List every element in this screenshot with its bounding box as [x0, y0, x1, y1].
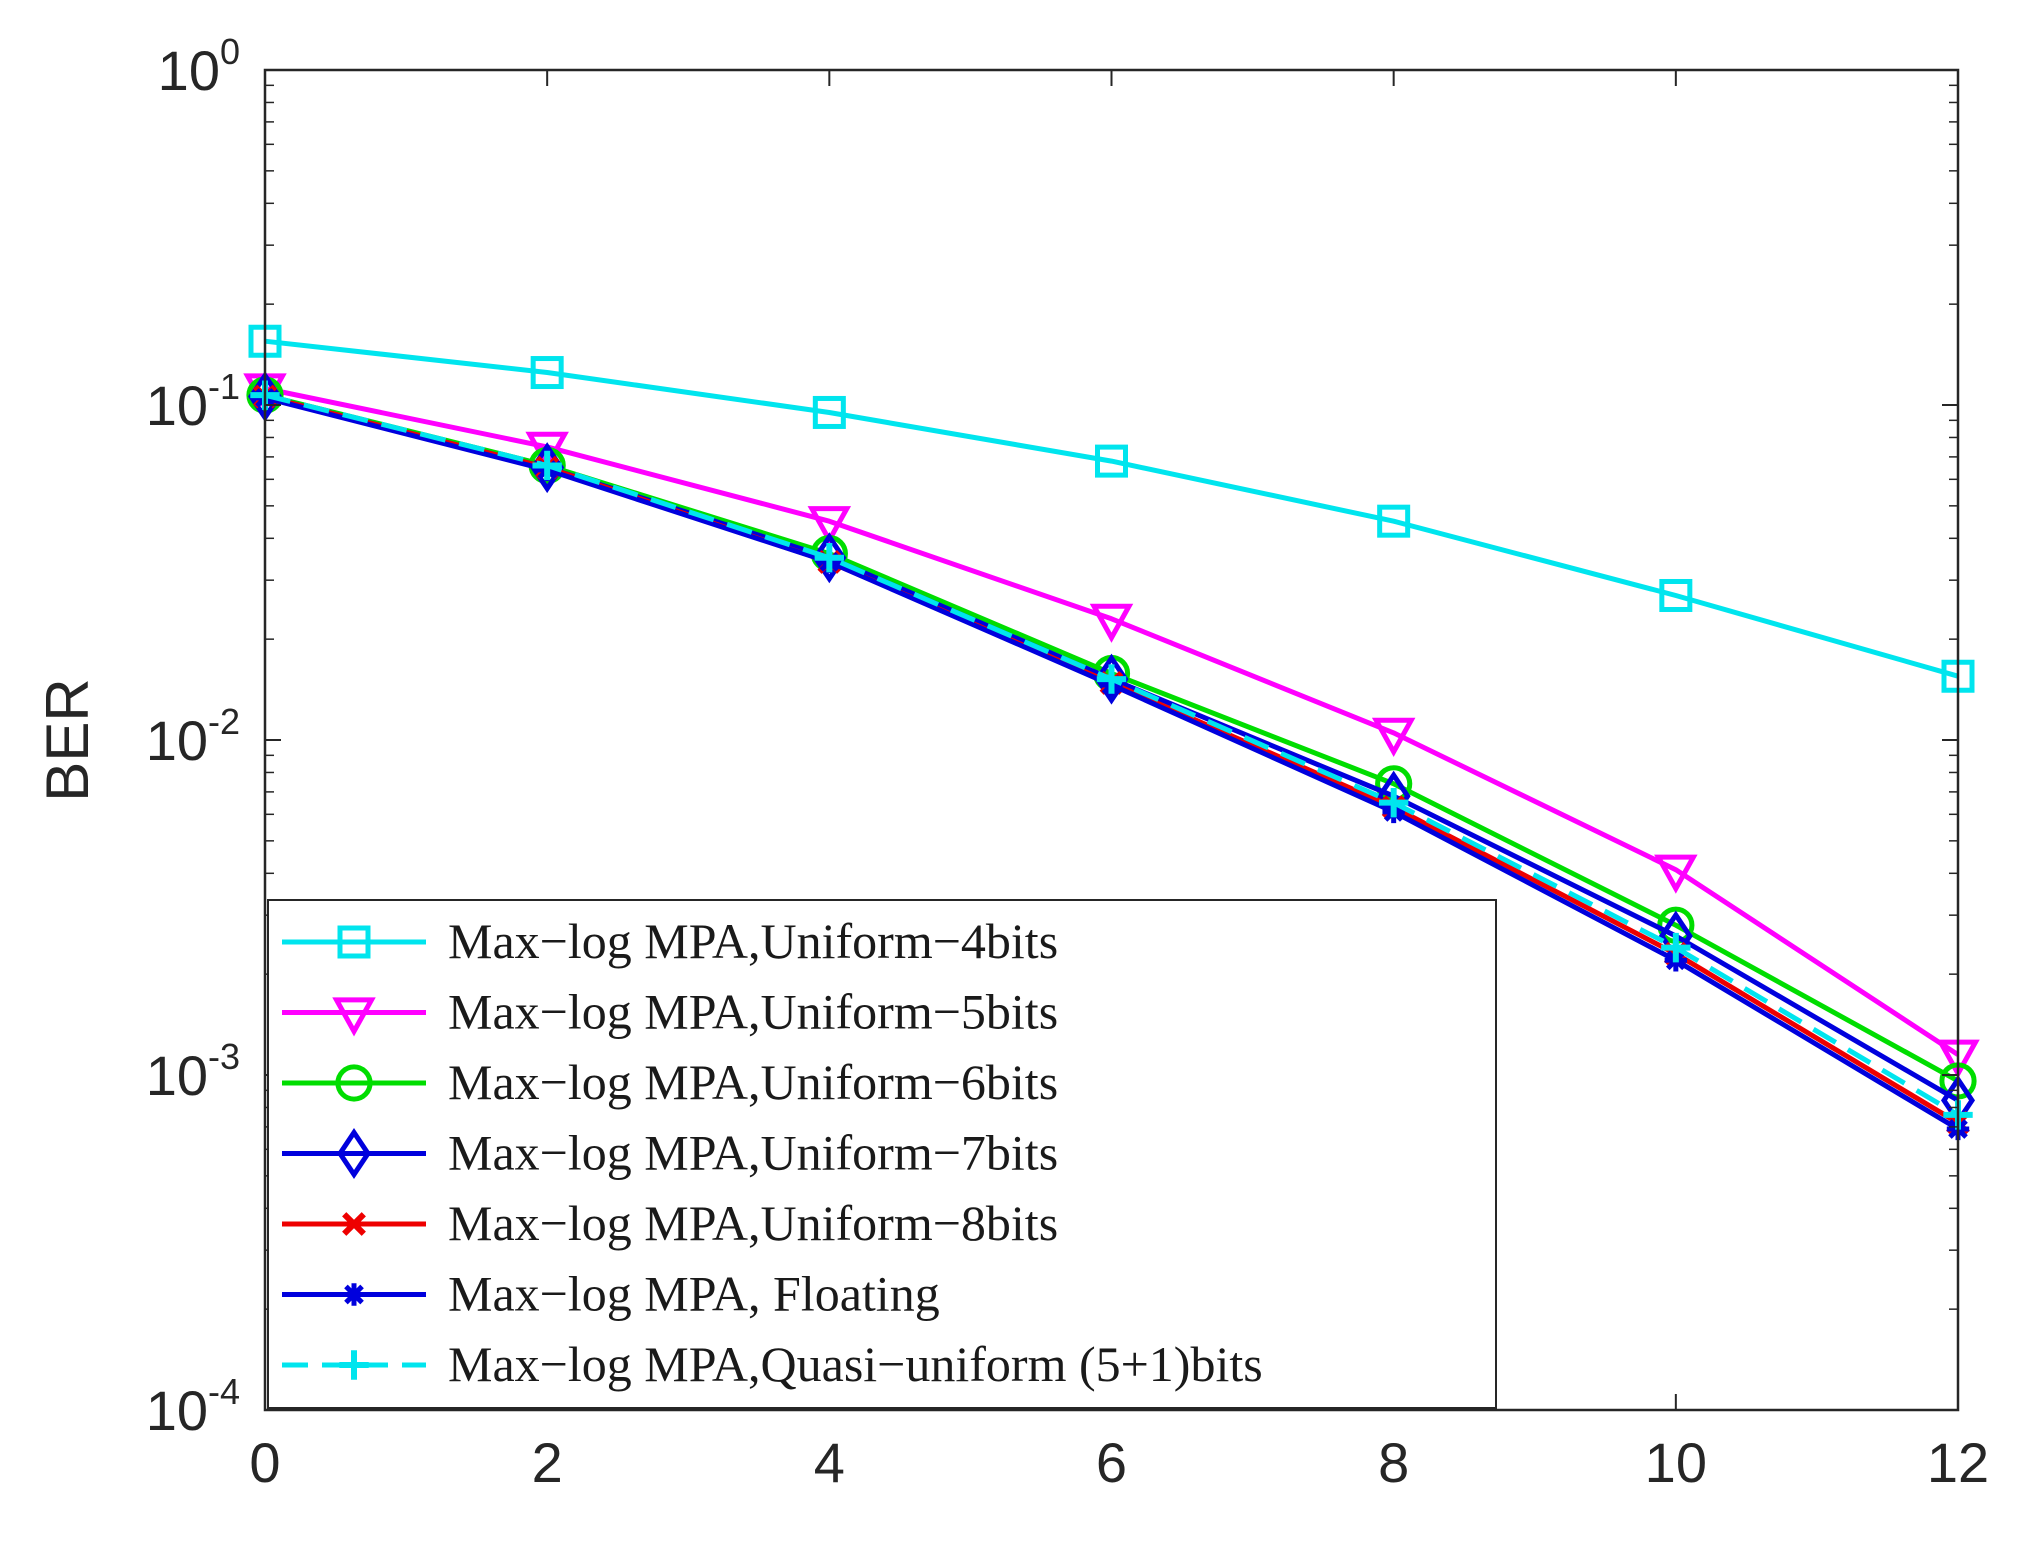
legend-marker	[337, 925, 371, 959]
x-tick-label: 12	[1927, 1431, 1989, 1494]
y-tick-label: 10-1	[146, 366, 240, 437]
series-7-point-2	[532, 450, 562, 481]
series-1-point-6	[1659, 578, 1693, 612]
series-2-point-3	[807, 506, 852, 546]
y-tick-label: 10-4	[146, 1371, 240, 1442]
legend-label: Max−log MPA,Uniform−4bits	[448, 913, 1058, 969]
legend-label: Max−log MPA,Uniform−7bits	[448, 1125, 1058, 1181]
series-2-point-5	[1371, 717, 1416, 757]
series-1-point-5	[1377, 504, 1411, 538]
x-tick-label: 4	[814, 1431, 845, 1494]
legend-marker	[342, 1283, 366, 1306]
series-2-point-4	[1089, 603, 1134, 643]
tick-layer: 0 2 4 6 8 10 12 100 10-1 10-2 10-3 10-4	[146, 31, 1989, 1494]
legend-box	[267, 899, 1497, 1409]
x-tick-label: 2	[532, 1431, 563, 1494]
legend-marker	[336, 1127, 372, 1180]
x-tick-label: 0	[249, 1431, 280, 1494]
series-4-point-3	[812, 532, 847, 584]
legend-marker	[335, 1064, 373, 1102]
series-7-point-3	[814, 543, 845, 573]
legend: Max−log MPA,Uniform−4bits Max−log MPA,Uni…	[267, 899, 1497, 1409]
x-tick-label: 6	[1096, 1431, 1127, 1494]
legend-marker	[342, 1212, 366, 1236]
series-1-point-4	[1095, 444, 1128, 478]
series-1-point-3	[812, 395, 846, 429]
legend-label: Max−log MPA, Floating	[448, 1266, 940, 1322]
legend-label: Max−log MPA,Quasi−uniform (5+1)bits	[448, 1336, 1263, 1392]
legend-entry-3: Max−log MPA,Uniform−6bits	[282, 1054, 1058, 1110]
legend-label: Max−log MPA,Uniform−5bits	[448, 984, 1058, 1040]
legend-marker	[339, 1350, 369, 1380]
legend-label: Max−log MPA,Uniform−6bits	[448, 1054, 1058, 1110]
legend-entry-1: Max−log MPA,Uniform−4bits	[282, 913, 1058, 969]
legend-entry-7: Max−log MPA,Quasi−uniform (5+1)bits	[282, 1336, 1263, 1392]
legend-label: Max−log MPA,Uniform−8bits	[448, 1195, 1058, 1251]
series-1-line	[264, 338, 1959, 679]
x-tick-label: 10	[1645, 1431, 1707, 1494]
y-axis-label: BER	[34, 678, 101, 801]
legend-entry-4: Max−log MPA,Uniform−7bits	[282, 1125, 1058, 1181]
series-2-point-6	[1654, 854, 1698, 894]
y-tick-label: 10-3	[146, 1036, 240, 1107]
legend-entry-2: Max−log MPA,Uniform−5bits	[282, 984, 1058, 1040]
y-tick-label: 10-2	[146, 701, 240, 772]
series-7-point-5	[1378, 787, 1409, 818]
legend-entry-5: Max−log MPA,Uniform−8bits	[282, 1195, 1058, 1251]
series-layer	[243, 324, 1980, 1141]
legend-marker	[332, 997, 376, 1037]
series-1-point-2	[530, 356, 564, 390]
series-7-point-6	[1661, 932, 1691, 963]
series-7-point-4	[1096, 664, 1127, 694]
series-4-point-4	[1094, 653, 1129, 705]
y-tick-label: 100	[158, 31, 240, 102]
x-tick-label: 8	[1378, 1431, 1409, 1494]
legend-entry-6: Max−log MPA, Floating	[282, 1266, 940, 1322]
